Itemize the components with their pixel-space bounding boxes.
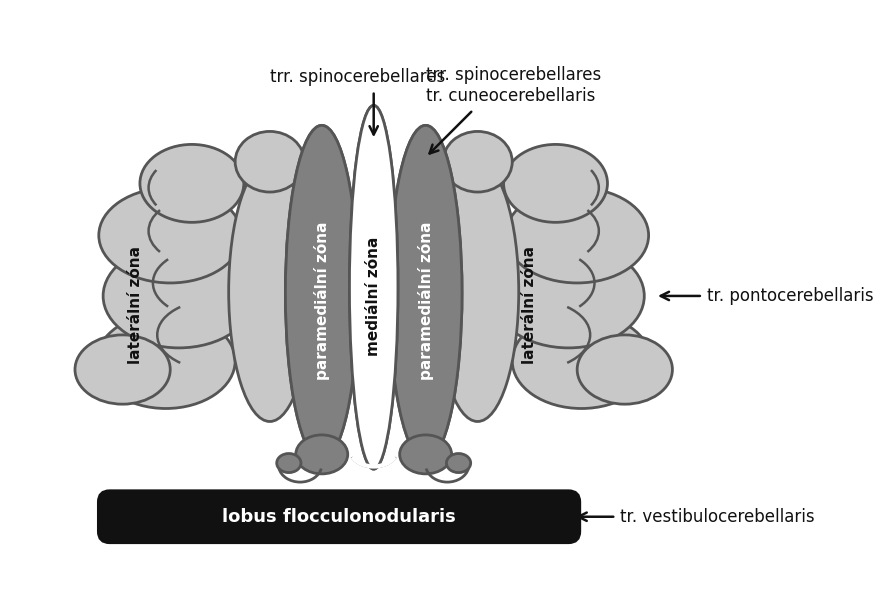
- Ellipse shape: [436, 162, 518, 422]
- Ellipse shape: [97, 313, 235, 408]
- Ellipse shape: [577, 335, 672, 404]
- Ellipse shape: [443, 132, 512, 192]
- Text: tr. vestibulocerebellaris: tr. vestibulocerebellaris: [620, 508, 814, 525]
- Text: mediální zóna: mediální zóna: [366, 236, 381, 356]
- Text: laterální zóna: laterální zóna: [522, 246, 536, 364]
- Text: trr. spinocerebellares: trr. spinocerebellares: [270, 68, 444, 86]
- Ellipse shape: [295, 435, 348, 474]
- Ellipse shape: [228, 162, 311, 422]
- Ellipse shape: [399, 435, 451, 474]
- Text: paramediální zóna: paramediální zóna: [313, 221, 329, 379]
- Ellipse shape: [349, 106, 398, 469]
- Ellipse shape: [349, 106, 398, 469]
- Ellipse shape: [98, 188, 241, 283]
- Ellipse shape: [389, 126, 462, 460]
- Ellipse shape: [285, 126, 357, 460]
- Ellipse shape: [389, 126, 462, 460]
- Ellipse shape: [75, 335, 170, 404]
- Ellipse shape: [505, 188, 648, 283]
- Ellipse shape: [503, 144, 607, 222]
- Ellipse shape: [140, 144, 243, 222]
- Ellipse shape: [103, 244, 255, 348]
- Text: trr. spinocerebellares
tr. cuneocerebellaris: trr. spinocerebellares tr. cuneocerebell…: [425, 66, 601, 105]
- Text: tr. pontocerebellaris: tr. pontocerebellaris: [706, 287, 873, 305]
- Ellipse shape: [285, 126, 357, 460]
- FancyBboxPatch shape: [98, 491, 579, 543]
- Text: paramediální zóna: paramediální zóna: [417, 221, 433, 379]
- Ellipse shape: [235, 132, 304, 192]
- Text: laterální zóna: laterální zóna: [128, 246, 143, 364]
- Ellipse shape: [446, 454, 470, 472]
- Ellipse shape: [277, 454, 300, 472]
- Text: lobus flocculonodularis: lobus flocculonodularis: [222, 508, 456, 525]
- Ellipse shape: [493, 244, 644, 348]
- Ellipse shape: [512, 313, 650, 408]
